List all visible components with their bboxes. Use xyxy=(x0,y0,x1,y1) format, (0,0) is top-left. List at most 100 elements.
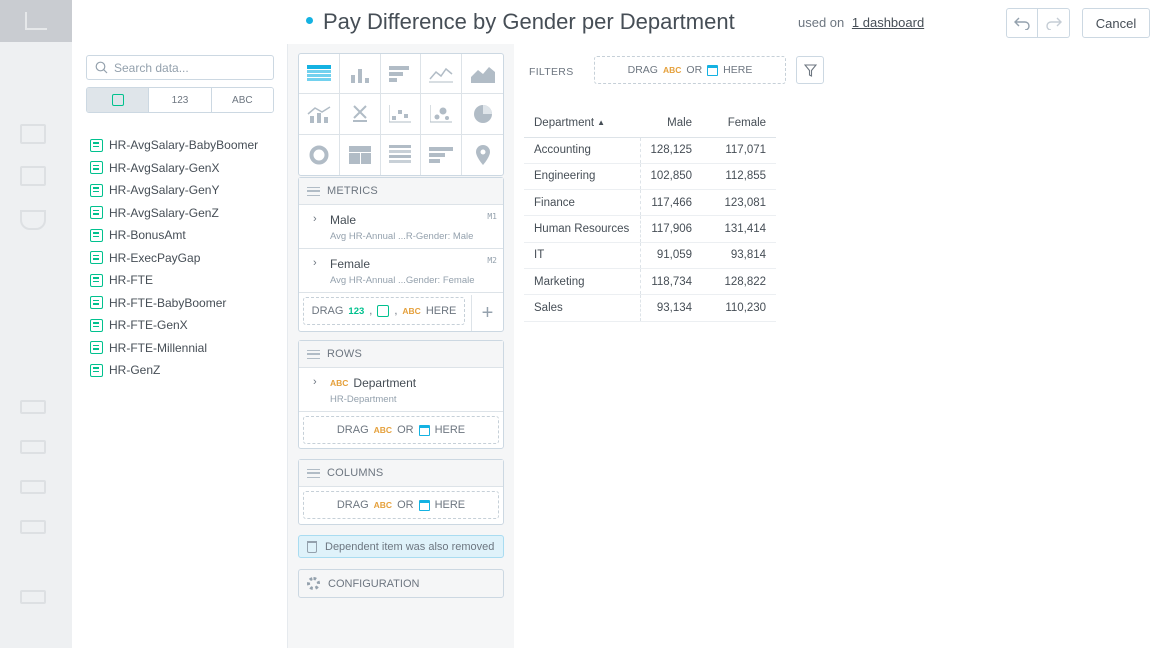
tab-measures[interactable]: 123 xyxy=(148,88,211,112)
viz-bar[interactable] xyxy=(380,54,422,95)
viz-scatter[interactable] xyxy=(380,94,422,135)
viz-treemap[interactable] xyxy=(340,134,381,175)
metric-name: Male xyxy=(330,213,357,227)
cell-department[interactable]: Sales xyxy=(524,294,641,322)
catalog-item-label: HR-AvgSalary-BabyBoomer xyxy=(109,138,259,153)
catalog-list: HR-AvgSalary-BabyBoomer HR-AvgSalary-GenX… xyxy=(90,134,280,382)
column-header-department[interactable]: Department ▲ xyxy=(524,110,640,138)
attribute-icon xyxy=(111,94,124,106)
bucket-lines-icon xyxy=(307,349,320,359)
columns-bucket-title: COLUMNS xyxy=(327,467,384,479)
dashboard-link[interactable]: 1 dashboard xyxy=(851,15,925,30)
configuration-section[interactable]: CONFIGURATION xyxy=(298,569,504,598)
viz-headline[interactable] xyxy=(339,94,381,135)
metric-code: M1 xyxy=(487,212,497,221)
column-chart-icon xyxy=(350,68,369,83)
catalog-item[interactable]: HR-AvgSalary-GenX xyxy=(90,157,280,180)
treemap-icon xyxy=(348,145,371,164)
metric-name: Female xyxy=(330,257,371,271)
catalog-item-label: HR-GenZ xyxy=(109,363,161,378)
attribute-icon xyxy=(90,138,103,152)
attribute-type-label: ABC xyxy=(373,500,393,510)
viz-bullet[interactable] xyxy=(421,134,463,175)
tab-text-attributes[interactable]: ABC xyxy=(210,88,273,112)
viz-line[interactable] xyxy=(421,54,463,95)
catalog-item[interactable]: HR-ExecPayGap xyxy=(90,247,280,270)
row-item-department[interactable]: › ABC Department HR-Department xyxy=(299,368,503,412)
rows-drop-zone[interactable]: DRAG ABC OR HERE xyxy=(303,416,499,444)
viz-column[interactable] xyxy=(339,54,381,95)
catalog-item[interactable]: HR-FTE xyxy=(90,269,280,292)
viz-heatmap[interactable] xyxy=(381,134,422,175)
cell-male[interactable]: 93,134 xyxy=(640,294,703,322)
column-header-female[interactable]: Female xyxy=(702,110,777,138)
catalog-item[interactable]: HR-GenZ xyxy=(90,359,280,382)
date-icon xyxy=(418,424,430,436)
app-logo xyxy=(0,0,72,42)
cell-male[interactable]: 91,059 xyxy=(640,242,703,269)
undo-icon xyxy=(1014,17,1030,30)
cancel-button[interactable]: Cancel xyxy=(1082,8,1150,38)
catalog-item[interactable]: HR-FTE-GenX xyxy=(90,314,280,337)
viz-pie[interactable] xyxy=(462,94,503,135)
metric-description: Avg HR-Annual ...Gender: Female xyxy=(330,275,475,286)
cell-department[interactable]: Accounting xyxy=(524,137,641,164)
redo-icon xyxy=(1045,17,1062,30)
metrics-bucket-title: METRICS xyxy=(327,185,378,197)
metrics-drop-zone[interactable]: DRAG 123 , , ABC HERE xyxy=(303,297,465,325)
cell-department[interactable]: Marketing xyxy=(524,268,641,296)
search-box[interactable] xyxy=(86,55,274,80)
metric-item-female[interactable]: › Female Avg HR-Annual ...Gender: Female… xyxy=(299,249,503,293)
catalog-item[interactable]: HR-AvgSalary-BabyBoomer xyxy=(90,134,280,157)
undo-button[interactable] xyxy=(1006,8,1038,38)
bucket-panel: METRICS › Male Avg HR-Annual ...R-Gender… xyxy=(288,44,514,648)
filter-button[interactable] xyxy=(796,56,824,84)
viz-bubble[interactable] xyxy=(421,94,463,135)
cell-female[interactable]: 110,230 xyxy=(702,294,777,322)
filters-drop-zone[interactable]: DRAG ABC OR HERE xyxy=(594,56,786,84)
attribute-icon xyxy=(377,305,390,317)
cell-department[interactable]: Finance xyxy=(524,189,641,217)
cell-male[interactable]: 128,125 xyxy=(640,137,703,164)
viz-combo[interactable] xyxy=(299,94,340,135)
metrics-bucket: METRICS › Male Avg HR-Annual ...R-Gender… xyxy=(298,177,504,332)
cell-female[interactable]: 112,855 xyxy=(702,163,777,191)
bg-list-icon xyxy=(20,400,46,414)
columns-drop-zone[interactable]: DRAG ABC OR HERE xyxy=(303,491,499,519)
viz-table[interactable] xyxy=(299,54,340,95)
cell-female[interactable]: 123,081 xyxy=(702,189,777,217)
tab-attributes[interactable] xyxy=(87,88,149,112)
column-header-male[interactable]: Male xyxy=(640,110,703,138)
add-metric-button[interactable]: + xyxy=(471,295,503,331)
cell-department[interactable]: Engineering xyxy=(524,163,641,191)
viz-area[interactable] xyxy=(462,54,503,95)
attribute-type-label: ABC xyxy=(330,378,349,388)
page-title[interactable]: Pay Difference by Gender per Department xyxy=(323,9,735,34)
cell-male[interactable]: 117,906 xyxy=(640,215,703,243)
cell-department[interactable]: IT xyxy=(524,242,641,269)
removed-message-text: Dependent item was also removed xyxy=(325,540,495,553)
cell-male[interactable]: 118,734 xyxy=(640,268,703,296)
cell-female[interactable]: 131,414 xyxy=(702,215,777,243)
cell-department[interactable]: Human Resources xyxy=(524,215,641,243)
attribute-icon xyxy=(90,206,103,220)
cell-male[interactable]: 117,466 xyxy=(640,189,703,217)
bg-insight-icon xyxy=(20,124,46,144)
viz-donut[interactable] xyxy=(299,134,340,175)
catalog-item[interactable]: HR-AvgSalary-GenY xyxy=(90,179,280,202)
cell-male[interactable]: 102,850 xyxy=(640,163,703,191)
table-header-row: Department ▲ Male Female xyxy=(524,110,777,138)
filter-funnel-icon xyxy=(803,63,817,77)
cell-female[interactable]: 128,822 xyxy=(702,268,777,296)
catalog-item[interactable]: HR-FTE-Millennial xyxy=(90,337,280,360)
catalog-item[interactable]: HR-FTE-BabyBoomer xyxy=(90,292,280,315)
cell-female[interactable]: 117,071 xyxy=(702,137,777,164)
viz-geo[interactable] xyxy=(462,135,503,175)
catalog-item[interactable]: HR-AvgSalary-GenZ xyxy=(90,202,280,225)
redo-button[interactable] xyxy=(1038,8,1070,38)
used-on-prefix: used on xyxy=(798,15,845,30)
catalog-item[interactable]: HR-BonusAmt xyxy=(90,224,280,247)
search-input[interactable] xyxy=(114,60,264,75)
metric-item-male[interactable]: › Male Avg HR-Annual ...R-Gender: Male M… xyxy=(299,205,503,249)
cell-female[interactable]: 93,814 xyxy=(702,242,777,269)
